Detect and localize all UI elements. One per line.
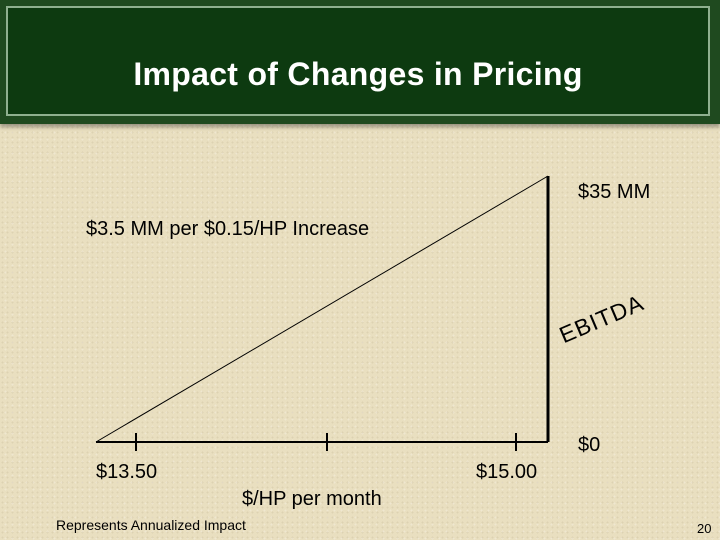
title-frame: Impact of Changes in Pricing bbox=[6, 6, 710, 116]
page-number: 20 bbox=[697, 521, 712, 536]
slope-label: $3.5 MM per $0.15/HP Increase bbox=[86, 218, 370, 240]
x-axis-label: $/HP per month bbox=[242, 488, 382, 510]
slide-title: Impact of Changes in Pricing bbox=[133, 56, 583, 92]
footnote: Represents Annualized Impact bbox=[56, 517, 246, 533]
x-start-label: $13.50 bbox=[96, 461, 158, 483]
title-bar: Impact of Changes in Pricing bbox=[0, 0, 720, 124]
bottom-value-label: $0 bbox=[578, 434, 601, 456]
top-value-label: $35 MM bbox=[578, 181, 651, 203]
hypotenuse bbox=[95, 175, 549, 443]
x-end-label: $15.00 bbox=[476, 461, 538, 483]
